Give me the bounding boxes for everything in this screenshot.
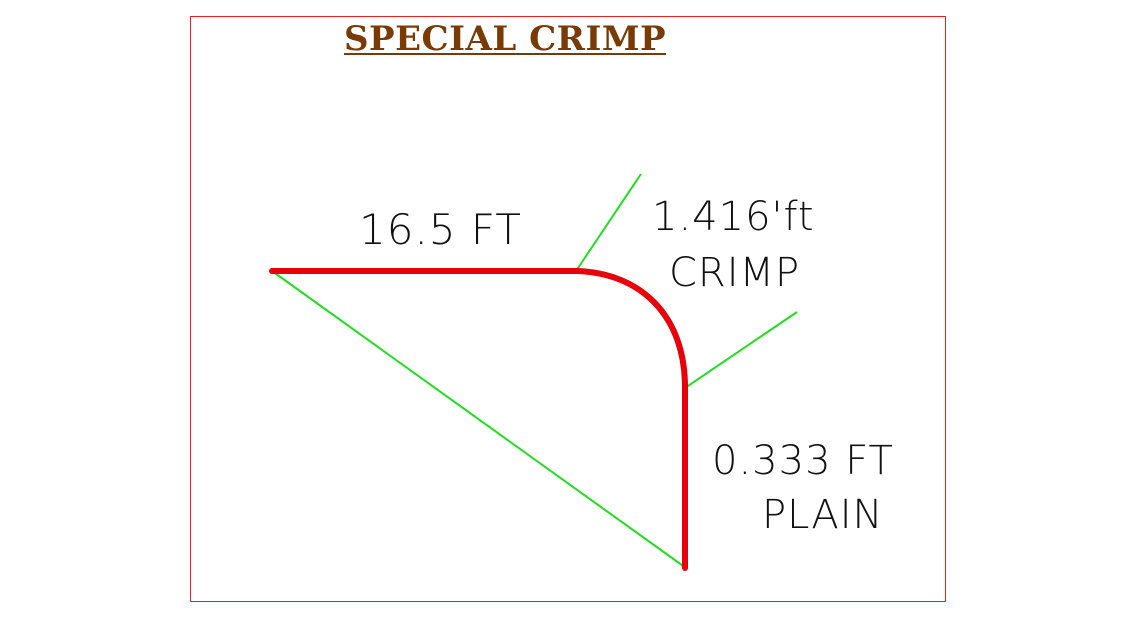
plain-length-label: 0.333 FT: [712, 438, 894, 484]
crimp-length-label: 1.416'ft: [652, 194, 815, 240]
plain-word-label: PLAIN: [762, 492, 883, 538]
crimp-end-leader-line: [684, 311, 798, 389]
crimp-word-label: CRIMP: [669, 250, 800, 296]
straight-length-label: 16.5 FT: [359, 205, 522, 254]
diagonal-reference-line: [271, 270, 687, 569]
drawing-frame: [190, 16, 946, 602]
crimp-start-leader-line: [575, 173, 642, 272]
drawing-title: SPECIAL CRIMP: [344, 19, 667, 59]
crimp-bend-segment: [574, 268, 689, 393]
